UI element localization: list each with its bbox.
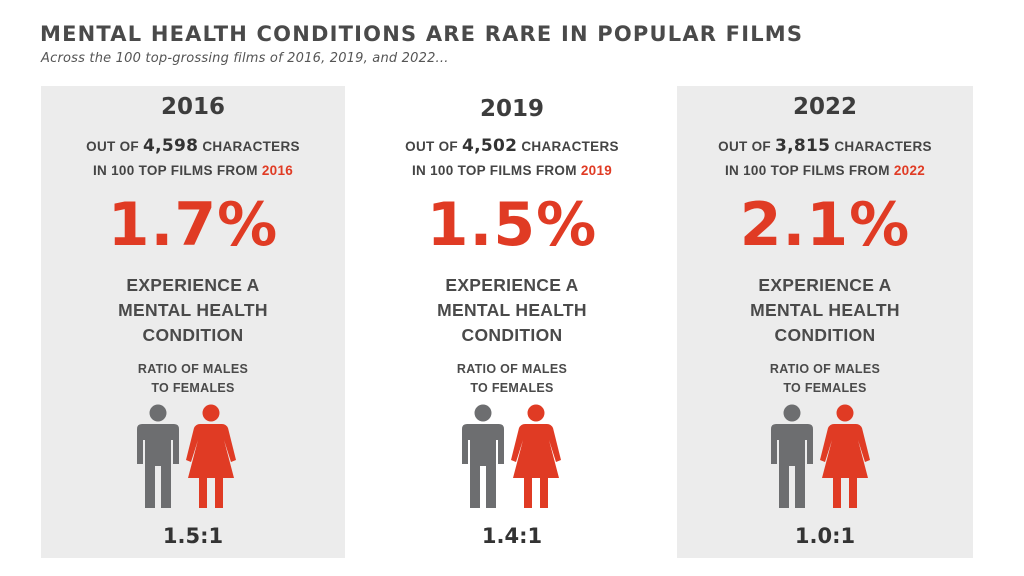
films-year: 2022 — [893, 163, 926, 178]
percentage-value: 1.7% — [107, 190, 279, 260]
ratio-label: RATIO OF MALES TO FEMALES — [677, 360, 973, 398]
experience-line: CONDITION — [774, 325, 876, 345]
out-of-prefix: OUT OF — [718, 139, 771, 154]
ratio-label: RATIO OF MALES TO FEMALES — [360, 360, 664, 398]
page-subtitle: Across the 100 top-grossing films of 201… — [41, 51, 449, 66]
panel-2016: 2016 OUT OF 4,598 CHARACTERS IN 100 TOP … — [41, 86, 345, 558]
ratio-label-line: RATIO OF MALES — [769, 362, 881, 376]
films-prefix: IN 100 TOP FILMS FROM — [411, 163, 577, 178]
male-figure-icon — [137, 404, 179, 508]
characters-suffix: CHARACTERS — [521, 139, 619, 154]
out-of-prefix: OUT OF — [405, 139, 458, 154]
films-prefix: IN 100 TOP FILMS FROM — [92, 163, 258, 178]
panel-year: 2019 — [479, 96, 544, 122]
male-figure-icon — [462, 404, 504, 508]
films-year: 2019 — [580, 163, 613, 178]
panel-2019: 2019 OUT OF 4,502 CHARACTERS IN 100 TOP … — [360, 86, 664, 558]
experience-line: CONDITION — [142, 325, 244, 345]
panel-year: 2016 — [160, 94, 225, 120]
gender-ratio: 1.4:1 — [481, 524, 543, 548]
character-count: 3,815 — [775, 136, 831, 156]
figures-group — [41, 404, 345, 510]
ratio-label-line: RATIO OF MALES — [137, 362, 249, 376]
ratio-label: RATIO OF MALES TO FEMALES — [41, 360, 345, 398]
gender-ratio: 1.0:1 — [794, 524, 856, 548]
characters-summary: OUT OF 3,815 CHARACTERS IN 100 TOP FILMS… — [677, 134, 973, 183]
characters-summary: OUT OF 4,598 CHARACTERS IN 100 TOP FILMS… — [41, 134, 345, 183]
male-figure-icon — [771, 404, 813, 508]
figures-group — [360, 404, 664, 510]
characters-suffix: CHARACTERS — [202, 139, 300, 154]
female-figure-icon — [186, 404, 236, 508]
experience-line: EXPERIENCE A — [126, 275, 260, 295]
characters-suffix: CHARACTERS — [834, 139, 932, 154]
female-figure-icon — [820, 404, 870, 508]
films-prefix: IN 100 TOP FILMS FROM — [724, 163, 890, 178]
percentage-value: 1.5% — [426, 190, 598, 260]
experience-text: EXPERIENCE A MENTAL HEALTH CONDITION — [677, 273, 973, 348]
experience-text: EXPERIENCE A MENTAL HEALTH CONDITION — [360, 273, 664, 348]
ratio-label-line: TO FEMALES — [470, 381, 554, 395]
panel-2022: 2022 OUT OF 3,815 CHARACTERS IN 100 TOP … — [677, 86, 973, 558]
ratio-label-line: TO FEMALES — [783, 381, 867, 395]
character-count: 4,502 — [462, 136, 518, 156]
figures-group — [677, 404, 973, 510]
experience-line: EXPERIENCE A — [445, 275, 579, 295]
gender-ratio: 1.5:1 — [162, 524, 224, 548]
character-count: 4,598 — [143, 136, 199, 156]
experience-text: EXPERIENCE A MENTAL HEALTH CONDITION — [41, 273, 345, 348]
page-title: MENTAL HEALTH CONDITIONS ARE RARE IN POP… — [40, 22, 804, 46]
ratio-label-line: TO FEMALES — [151, 381, 235, 395]
films-year: 2016 — [261, 163, 294, 178]
experience-line: MENTAL HEALTH — [437, 300, 587, 320]
experience-line: EXPERIENCE A — [758, 275, 892, 295]
experience-line: MENTAL HEALTH — [118, 300, 268, 320]
experience-line: CONDITION — [461, 325, 563, 345]
ratio-label-line: RATIO OF MALES — [456, 362, 568, 376]
out-of-prefix: OUT OF — [86, 139, 139, 154]
female-figure-icon — [511, 404, 561, 508]
panel-year: 2022 — [792, 94, 857, 120]
experience-line: MENTAL HEALTH — [750, 300, 900, 320]
percentage-value: 2.1% — [739, 190, 911, 260]
characters-summary: OUT OF 4,502 CHARACTERS IN 100 TOP FILMS… — [360, 134, 664, 183]
